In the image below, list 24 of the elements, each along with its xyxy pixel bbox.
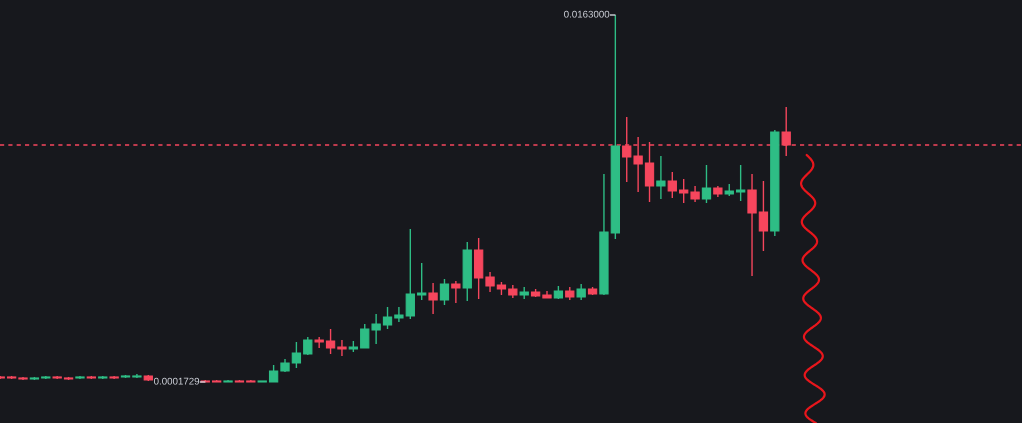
candlestick	[735, 164, 746, 202]
candlestick	[314, 336, 324, 349]
candlestick	[656, 155, 666, 200]
candlestick	[758, 180, 769, 252]
candlestick	[667, 171, 677, 199]
annotation: 0.0163000	[564, 10, 610, 18]
candlestick	[679, 178, 689, 204]
candlestick	[360, 323, 370, 349]
candlestick	[428, 282, 438, 315]
candlestick	[371, 313, 381, 345]
candlestick	[394, 306, 404, 323]
candlestick	[417, 262, 427, 301]
candlestick	[291, 341, 302, 369]
candlestick	[382, 306, 393, 330]
candlestick	[747, 173, 757, 277]
candlestick	[325, 328, 336, 355]
candlestick	[303, 336, 313, 356]
candlestick	[405, 228, 415, 320]
candlestick	[451, 280, 461, 304]
candlestick	[485, 271, 495, 293]
candlestick	[701, 164, 712, 204]
candlestick	[439, 278, 450, 306]
annotation: 0.0001729	[154, 377, 200, 385]
candlestick	[337, 339, 347, 357]
